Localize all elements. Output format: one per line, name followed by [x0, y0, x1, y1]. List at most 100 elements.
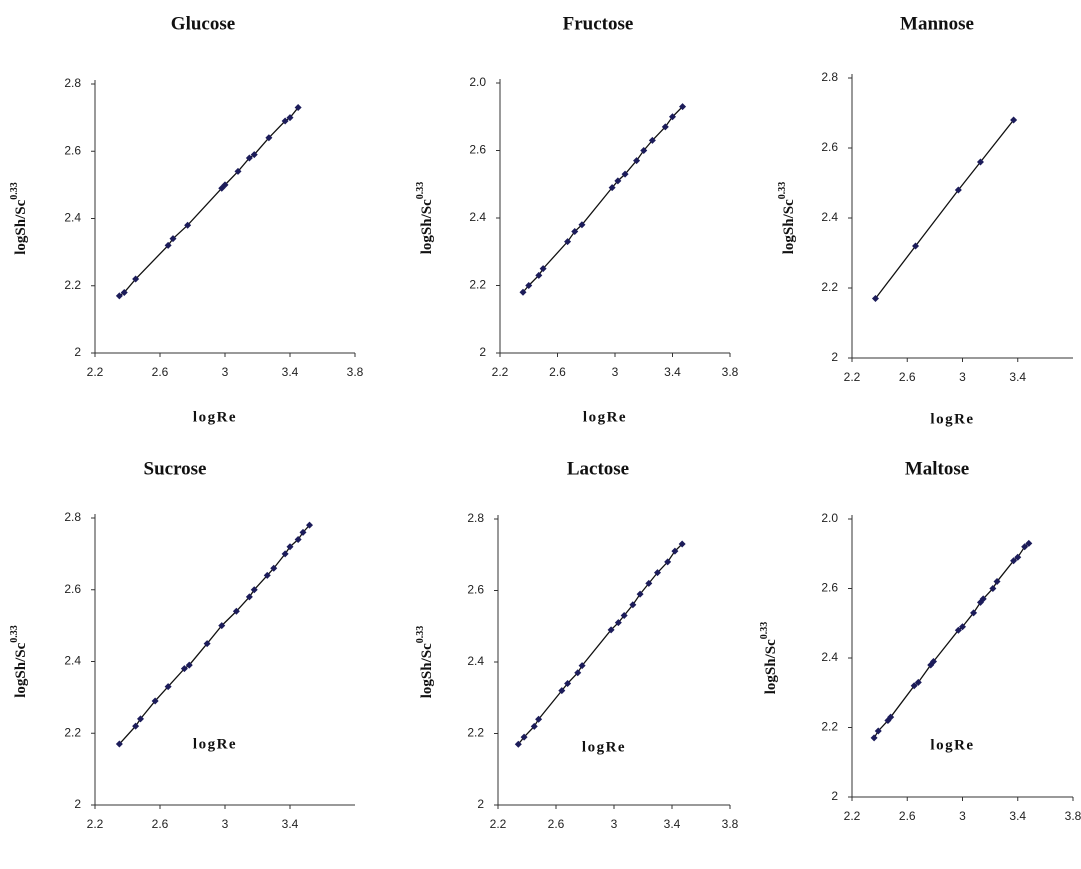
x-axis-label: logRe [193, 409, 237, 425]
fit-line [119, 107, 299, 297]
data-point [564, 679, 572, 687]
chart-title: Sucrose [144, 458, 207, 479]
y-tick-label: 2.6 [64, 143, 81, 157]
chart-title: Mannose [900, 13, 974, 34]
x-axis-label: logRe [582, 739, 626, 755]
y-tick-label: 2 [74, 345, 81, 359]
data-point [530, 722, 538, 730]
y-tick-label: 2.8 [467, 511, 484, 525]
x-tick-label: 2.2 [87, 817, 104, 831]
x-tick-label: 3.4 [282, 817, 299, 831]
data-point [263, 571, 271, 579]
y-tick-label: 2 [74, 797, 81, 811]
data-point [180, 665, 188, 673]
data-point [1014, 553, 1022, 561]
y-axis-label-text: logSh/Sc [419, 643, 435, 698]
x-tick-label: 2.6 [549, 365, 566, 379]
data-point [678, 540, 686, 548]
data-point [640, 147, 648, 154]
data-point [571, 228, 579, 235]
data-point [184, 221, 192, 229]
data-point [648, 136, 656, 144]
y-tick-label: 2.8 [821, 70, 838, 84]
data-point [669, 113, 676, 121]
y-tick-label: 2.6 [64, 582, 81, 596]
y-axis-label-exponent: 0.33 [777, 182, 788, 200]
data-point [519, 288, 527, 296]
x-tick-label: 3.8 [722, 365, 739, 379]
data-point [633, 157, 641, 165]
data-point [910, 682, 918, 690]
data-point [520, 733, 528, 741]
y-tick-label: 2.6 [821, 581, 838, 595]
y-tick-label: 2.4 [469, 210, 486, 224]
y-axis-label-text: logSh/Sc [763, 639, 779, 694]
data-point [989, 585, 997, 592]
data-point [954, 626, 962, 634]
y-axis-label-exponent: 0.33 [415, 626, 426, 644]
data-point [578, 662, 586, 670]
x-axis-label: logRe [193, 736, 237, 752]
y-tick-label: 2.6 [467, 583, 484, 597]
y-axis-label: logSh/Sc0.33 [415, 182, 435, 255]
data-point [299, 528, 307, 536]
y-axis-label-text: logSh/Sc [419, 199, 435, 254]
data-point [578, 221, 586, 229]
data-point [306, 521, 313, 529]
y-tick-label: 2 [831, 350, 838, 364]
y-axis-label-text: logSh/Sc [13, 642, 29, 697]
panel: Maltose 2 2.2 2.4 2.6 2.0 2.2 2.6 3 3.4 3.8 logRe lo… [759, 458, 1081, 823]
data-point [871, 295, 879, 302]
data-point [1021, 543, 1029, 551]
data-point [607, 626, 615, 634]
y-tick-label: 2.4 [821, 210, 838, 224]
fit-line [522, 106, 684, 293]
y-axis-label: logSh/Sc0.33 [9, 182, 29, 255]
y-tick-label: 2.4 [64, 654, 81, 668]
panel: Mannose 2 2.2 2.4 2.6 2.8 2.2 2.6 3 3.4 logRe logSh… [777, 13, 1073, 427]
y-axis-label-exponent: 0.33 [759, 622, 770, 640]
y-axis-label: logSh/Sc0.33 [759, 622, 779, 695]
data-point [250, 586, 258, 594]
data-point [232, 607, 240, 615]
data-point [574, 669, 582, 677]
data-point [1010, 116, 1018, 124]
x-tick-label: 3 [222, 817, 229, 831]
data-point [614, 619, 622, 627]
data-point [993, 578, 1001, 586]
y-tick-label: 2.2 [64, 278, 81, 292]
x-tick-label: 3 [222, 365, 229, 379]
x-tick-label: 3.4 [1009, 809, 1026, 823]
data-point [250, 151, 258, 159]
x-tick-label: 2.2 [87, 365, 104, 379]
data-point [120, 288, 128, 296]
data-point [164, 683, 172, 691]
x-axis-label: logRe [930, 411, 974, 427]
data-point [132, 275, 140, 283]
data-point [281, 550, 289, 558]
data-point [671, 547, 679, 555]
data-point [151, 697, 159, 705]
data-point [679, 103, 687, 111]
x-tick-label: 3.4 [664, 817, 681, 831]
data-point [286, 114, 294, 122]
panel: Fructose 2 2.2 2.4 2.6 2.0 2.2 2.6 3 3.4 3.8 logRe l… [415, 13, 738, 425]
x-tick-label: 3 [959, 370, 966, 384]
data-point [539, 265, 547, 273]
y-tick-label: 2.0 [469, 75, 486, 89]
data-point [887, 713, 895, 721]
y-tick-label: 2.0 [821, 511, 838, 525]
x-tick-label: 3 [959, 809, 966, 823]
chart-title: Glucose [171, 13, 235, 34]
data-point [185, 661, 193, 669]
data-point [270, 564, 278, 572]
x-tick-label: 3 [611, 817, 618, 831]
x-tick-label: 2.2 [492, 365, 509, 379]
data-point [564, 238, 572, 246]
fit-line [873, 542, 1030, 739]
data-point [959, 623, 966, 631]
data-point [645, 579, 653, 587]
data-point [137, 715, 144, 723]
y-tick-label: 2.2 [469, 278, 486, 292]
